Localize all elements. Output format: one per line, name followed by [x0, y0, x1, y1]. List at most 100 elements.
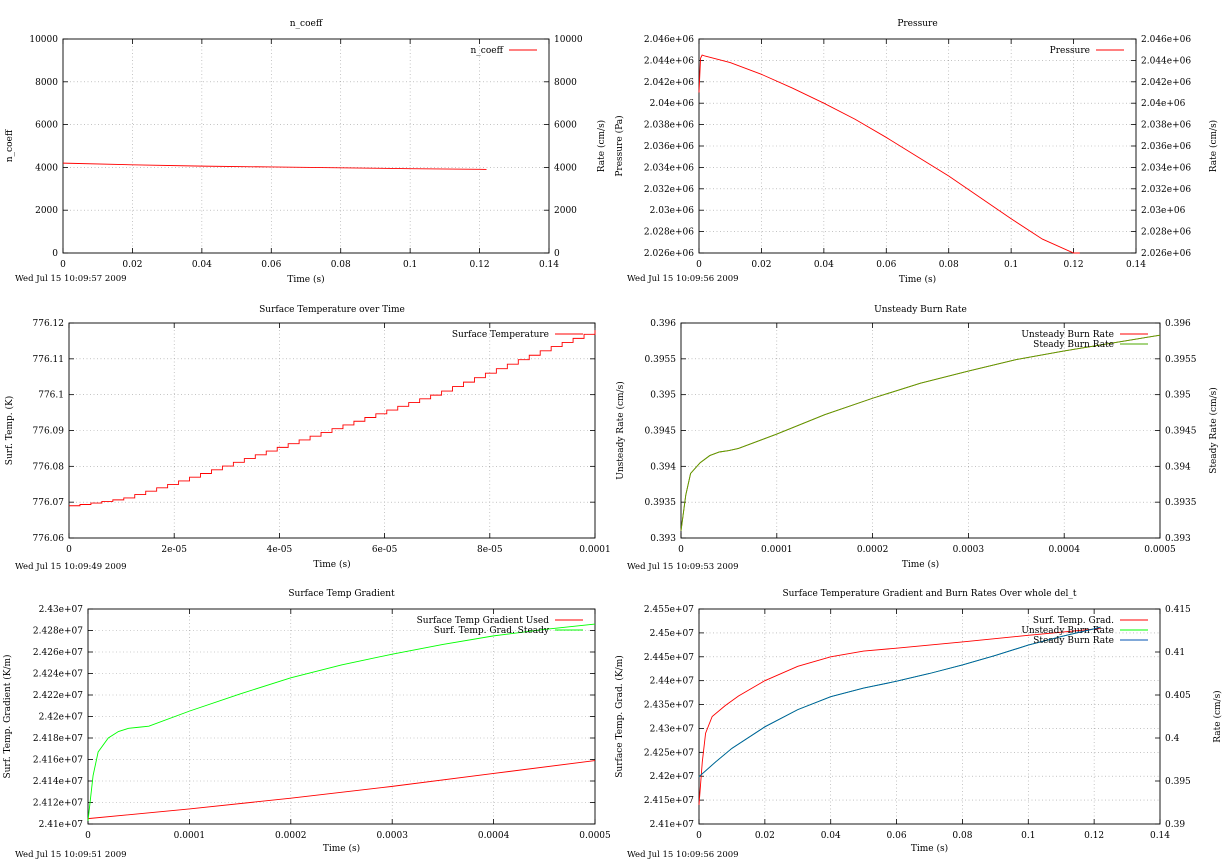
- x-axis-label: Time (s): [313, 559, 350, 570]
- y-tick-label: 2.435e+07: [644, 701, 694, 711]
- series-line-0: [69, 330, 596, 507]
- x-tick-label: 0.0002: [275, 831, 307, 841]
- y2-tick-label: 2.036e+06: [1141, 142, 1191, 152]
- chart-panel-wholedelt: Surface Temperature Gradient and Burn Ra…: [612, 576, 1224, 864]
- x-tick-label: 0.1: [1021, 831, 1035, 841]
- x-axis-label: Time (s): [323, 843, 360, 854]
- plot-frame: [698, 38, 1137, 254]
- y2-tick-label: 2.03e+06: [1141, 206, 1186, 216]
- y-tick-label: 2.044e+06: [644, 56, 694, 66]
- chart-title: n_coeff: [290, 19, 323, 29]
- x-axis-label: Time (s): [902, 559, 939, 570]
- y-tick-label: 776.08: [33, 462, 65, 472]
- y-tick-label: 10000: [29, 35, 58, 45]
- legend-label: Surface Temp Gradient Used: [417, 616, 550, 626]
- y-tick-label: 2.414e+07: [33, 777, 83, 787]
- y-tick-label: 2.028e+06: [644, 228, 694, 238]
- x-tick-label: 2e-05: [161, 545, 187, 555]
- series-line-2: [698, 626, 1101, 778]
- y2-tick-label: 6000: [554, 121, 577, 131]
- y-tick-label: 2.422e+07: [33, 691, 83, 701]
- x-tick-label: 0.06: [876, 260, 896, 270]
- x-tick-label: 0.08: [331, 260, 351, 270]
- chart-panel-ncoeff: n_coeff 0 0.02 0.04 0.06 0.08 0.1 0.12 0.14 0 2000…: [0, 0, 612, 288]
- y-tick-label: 0.3935: [645, 498, 677, 508]
- series-line-1: [698, 626, 1101, 778]
- timestamp: Wed Jul 15 10:09:56 2009: [627, 850, 739, 860]
- x-tick-label: 0.0004: [478, 831, 510, 841]
- y-tick-label: 0.393: [650, 534, 676, 544]
- y-tick-label: 776.07: [33, 498, 65, 508]
- y2-tick-label: 0.3955: [1165, 355, 1197, 365]
- chart-title: Surface Temp Gradient: [288, 589, 395, 599]
- legend-label: Unsteady Burn Rate: [1021, 330, 1114, 340]
- chart-surftemp: Surface Temperature over Time 0 2e-05 4e-05…: [4, 305, 611, 570]
- y-tick-label: 2.026e+06: [644, 249, 694, 259]
- x-tick-label: 0.0003: [953, 545, 985, 555]
- x-tick-label: 0.12: [470, 260, 490, 270]
- x-tick-label: 0.14: [1150, 831, 1170, 841]
- plot-frame: [87, 608, 596, 825]
- x-tick-label: 0.06: [887, 831, 907, 841]
- y-tick-label: 2.44e+07: [650, 677, 695, 687]
- y2-tick-label: 0.41: [1165, 648, 1185, 658]
- series-line-0: [698, 628, 1101, 805]
- legend-label: Surface Temperature: [452, 330, 549, 340]
- timestamp: Wed Jul 15 10:09:56 2009: [627, 274, 739, 284]
- y-tick-label: 2.43e+07: [39, 605, 84, 615]
- y-tick-label: 2.032e+06: [644, 185, 694, 195]
- y2-tick-label: 2.044e+06: [1141, 56, 1191, 66]
- x-tick-label: 0.02: [122, 260, 142, 270]
- chart-panel-pressure: Pressure 0 0.02 0.04 0.06 0.08 0.1 0.12 0.14 2.02…: [612, 0, 1224, 288]
- legend-label: Steady Burn Rate: [1033, 636, 1114, 646]
- y-tick-label: 0: [52, 249, 58, 259]
- y-tick-label: 2.445e+07: [644, 653, 694, 663]
- x-tick-label: 4e-05: [267, 545, 293, 555]
- y-axis-label: Surf. Temp. (K): [4, 396, 15, 465]
- chart-panel-surftemp: Surface Temperature over Time 0 2e-05 4e-05…: [0, 288, 612, 576]
- x-tick-label: 0: [696, 260, 702, 270]
- y-tick-label: 2.038e+06: [644, 121, 694, 131]
- x-tick-label: 6e-05: [372, 545, 398, 555]
- x-tick-label: 0.0004: [1048, 545, 1080, 555]
- x-tick-label: 0.1: [403, 260, 417, 270]
- chart-tempgrad: Surface Temp Gradient 0 0.0001 0.0002 0.0003…: [2, 589, 611, 854]
- y-tick-label: 2.41e+07: [39, 820, 84, 830]
- y-tick-label: 8000: [35, 78, 58, 88]
- timestamp: Wed Jul 15 10:09:51 2009: [15, 850, 127, 860]
- chart-title: Unsteady Burn Rate: [874, 305, 967, 315]
- x-tick-label: 0.12: [1084, 831, 1104, 841]
- x-tick-label: 0: [60, 260, 66, 270]
- y2-axis-label: Rate (cm/s): [1208, 120, 1219, 172]
- y-tick-label: 776.12: [33, 319, 65, 329]
- timestamp: Wed Jul 15 10:09:53 2009: [627, 562, 739, 572]
- y-tick-label: 2.046e+06: [644, 35, 694, 45]
- y-tick-label: 776.09: [33, 427, 65, 437]
- series-line-1: [87, 623, 596, 821]
- y-tick-label: 2.415e+07: [644, 796, 694, 806]
- y2-tick-label: 0.39: [1165, 820, 1185, 830]
- y2-tick-label: 2.046e+06: [1141, 35, 1191, 45]
- y2-tick-label: 2000: [554, 206, 577, 216]
- y-tick-label: 2.425e+07: [644, 748, 694, 758]
- y2-axis-label: Rate (cm/s): [596, 120, 607, 172]
- chart-title: Surface Temperature Gradient and Burn Ra…: [782, 589, 1076, 599]
- y2-tick-label: 2.038e+06: [1141, 121, 1191, 131]
- legend-label: Surf. Temp. Grad. Steady: [434, 626, 550, 636]
- chart-panel-tempgrad: Surface Temp Gradient 0 0.0001 0.0002 0.0003…: [0, 576, 612, 864]
- series-line-0: [62, 162, 487, 170]
- y-tick-label: 2.45e+07: [650, 629, 695, 639]
- chart-wholedelt: Surface Temperature Gradient and Burn Ra…: [614, 589, 1223, 854]
- y2-tick-label: 0.405: [1165, 691, 1191, 701]
- y-tick-label: 776.06: [33, 534, 65, 544]
- legend-label: Surf. Temp. Grad.: [1033, 616, 1114, 626]
- timestamp: Wed Jul 15 10:09:49 2009: [15, 562, 127, 572]
- y2-tick-label: 0.3935: [1165, 498, 1197, 508]
- x-tick-label: 0.0001: [761, 545, 793, 555]
- x-tick-label: 0.0005: [1144, 545, 1176, 555]
- x-tick-label: 0.0002: [857, 545, 889, 555]
- y-tick-label: 2.424e+07: [33, 670, 83, 680]
- y2-tick-label: 2.034e+06: [1141, 163, 1191, 173]
